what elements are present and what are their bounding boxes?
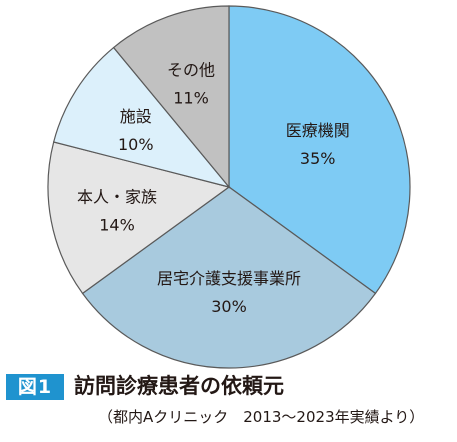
figure-caption: 図1 訪問診療患者の依頼元 （都内Aクリニック 2013～2023年実績より） (6, 370, 451, 440)
pie-chart: 医療機関 35% 居宅介護支援事業所 30% 本人・家族 14% 施設 10% その他 11% (47, 5, 411, 369)
pie-slice-1 (228, 5, 411, 295)
figure-subtitle: （都内Aクリニック 2013～2023年実績より） (98, 408, 425, 426)
pie-slices (47, 5, 411, 369)
figure-number-badge: 図1 (6, 374, 64, 400)
pie-slice-4 (52, 46, 231, 189)
slice-value-5: 11% (173, 88, 209, 107)
slice-label-1: 医療機関 (286, 121, 350, 140)
slice-value-3: 14% (99, 215, 135, 234)
slice-label-4: 施設 (120, 107, 152, 126)
slice-label-2: 居宅介護支援事業所 (157, 269, 301, 288)
pie-labels: 医療機関 35% 居宅介護支援事業所 30% 本人・家族 14% 施設 10% その他 11% (77, 60, 350, 316)
pie-slice-5 (112, 5, 230, 189)
slice-label-3: 本人・家族 (77, 187, 157, 206)
figure-title: 訪問診療患者の依頼元 (74, 374, 284, 398)
slice-value-4: 10% (118, 135, 154, 154)
slice-value-1: 35% (300, 149, 336, 168)
slice-label-5: その他 (167, 60, 215, 79)
pie-slice-3 (47, 141, 231, 295)
pie-slice-2 (81, 186, 377, 369)
slice-value-2: 30% (211, 297, 247, 316)
